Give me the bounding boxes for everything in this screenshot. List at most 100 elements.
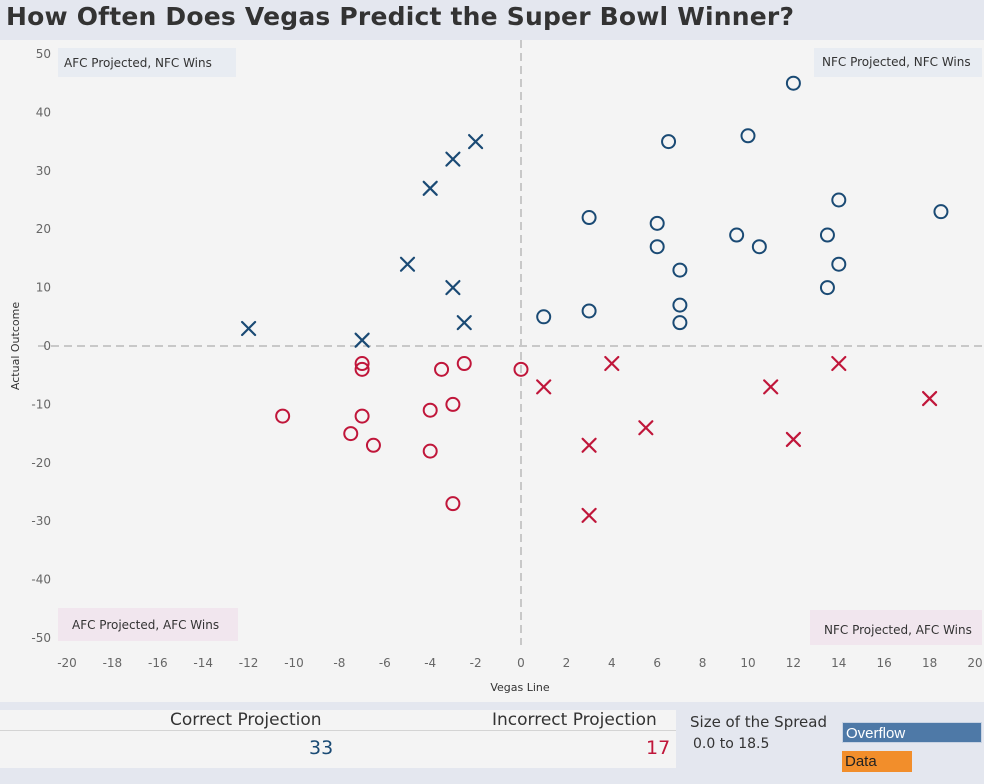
x-tick-label: 6: [653, 656, 661, 670]
data-point-circle: [581, 303, 597, 319]
data-point-cross: [241, 320, 257, 337]
quadrant-label-bottom-right: NFC Projected, AFC Wins: [824, 623, 972, 637]
data-point-circle: [831, 192, 847, 208]
y-tick-label: -10: [31, 397, 51, 411]
data-point-cross: [581, 437, 597, 453]
x-tick-label: 12: [786, 656, 801, 670]
y-tick-label: 30: [36, 164, 51, 178]
x-tick-label: 20: [967, 656, 982, 670]
data-point-circle: [581, 210, 597, 226]
data-point-circle: [933, 204, 949, 220]
quadrant-label-box-top-left: [58, 48, 236, 77]
x-tick-label: 16: [877, 656, 892, 670]
data-point-circle: [445, 396, 461, 412]
data-point-cross: [638, 420, 654, 436]
data-point-cross: [456, 315, 472, 331]
page-title: How Often Does Vegas Predict the Super B…: [6, 2, 795, 31]
y-axis-title: Actual Outcome: [9, 302, 22, 390]
data-point-circle: [456, 356, 472, 372]
overflow-tag[interactable]: Overflow: [842, 722, 982, 743]
data-point-circle: [661, 134, 677, 150]
data-point-circle: [513, 361, 529, 377]
x-tick-label: 0: [517, 656, 525, 670]
quadrant-label-top-right: NFC Projected, NFC Wins: [822, 55, 971, 69]
data-point-cross: [785, 431, 802, 448]
y-tick-label: -20: [31, 456, 51, 470]
data-point-circle: [354, 408, 370, 424]
x-tick-label: -6: [379, 656, 391, 670]
x-tick-label: 2: [563, 656, 571, 670]
stats-divider: [0, 730, 676, 731]
stats-panel: Correct Projection Incorrect Projection …: [0, 710, 676, 768]
data-point-cross: [604, 355, 620, 372]
data-point-cross: [354, 332, 370, 348]
y-tick-label: 0: [43, 339, 51, 353]
incorrect-projection-label: Incorrect Projection: [492, 710, 657, 730]
plot-background: [0, 40, 984, 702]
data-point-circle: [434, 361, 450, 377]
quadrant-label-top-left: AFC Projected, NFC Wins: [64, 56, 212, 70]
data-point-circle: [422, 443, 438, 459]
data-point-circle: [819, 227, 835, 243]
quadrant-label-box-bottom-right: [810, 610, 982, 645]
data-point-circle: [354, 361, 370, 377]
data-point-circle: [672, 297, 688, 313]
data-point-cross: [422, 180, 438, 196]
x-tick-label: -14: [193, 656, 213, 670]
y-tick-label: -40: [31, 573, 51, 587]
x-tick-label: 8: [699, 656, 707, 670]
data-point-circle: [365, 437, 381, 453]
data-point-cross: [921, 390, 938, 407]
x-tick-label: -18: [103, 656, 123, 670]
data-point-circle: [740, 128, 756, 144]
y-tick-label: -50: [31, 631, 51, 645]
size-legend-range: 0.0 to 18.5: [693, 736, 770, 752]
x-tick-label: -2: [470, 656, 482, 670]
data-point-circle: [672, 315, 688, 331]
y-tick-label: 20: [36, 222, 51, 236]
x-tick-label: -12: [239, 656, 259, 670]
y-tick-label: -30: [31, 514, 51, 528]
data-point-cross: [763, 379, 779, 395]
data-point-circle: [354, 356, 370, 372]
incorrect-projection-count: 17: [646, 737, 671, 759]
correct-projection-count: 33: [309, 737, 334, 759]
data-point-circle: [649, 239, 665, 255]
x-tick-label: 4: [608, 656, 616, 670]
data-point-cross: [831, 355, 847, 372]
data-point-circle: [751, 239, 767, 255]
scatter-chart: -20 -18 -16 -14 -12 -10 -8 -6 -4 -2 0 2 4 6 8 10 12 14 16 1…: [0, 40, 984, 702]
data-point-circle: [729, 227, 745, 243]
data-point-circle: [819, 280, 835, 296]
x-tick-label: 14: [831, 656, 846, 670]
data-point-circle: [785, 75, 801, 91]
data-point-cross: [581, 507, 597, 523]
data-point-cross: [468, 133, 484, 150]
y-tick-label: 50: [36, 47, 51, 61]
quadrant-label-bottom-left: AFC Projected, AFC Wins: [72, 618, 219, 632]
correct-projection-label: Correct Projection: [170, 710, 322, 730]
data-point-cross: [399, 256, 416, 272]
x-tick-label: 18: [922, 656, 937, 670]
x-tick-label: -20: [57, 656, 77, 670]
x-tick-label: 10: [740, 656, 755, 670]
quadrant-label-box-bottom-left: [58, 608, 238, 641]
y-tick-label: 40: [36, 105, 51, 119]
data-point-circle: [831, 256, 847, 272]
data-point-circle: [422, 402, 438, 418]
quadrant-label-box-top-right: [814, 48, 982, 77]
data-point-circle: [649, 215, 665, 231]
size-legend-title: Size of the Spread: [690, 713, 827, 731]
data-point-circle: [672, 262, 688, 278]
y-tick-label: 10: [36, 281, 51, 295]
x-tick-label: -10: [284, 656, 304, 670]
data-point-circle: [445, 496, 461, 512]
data-point-circle: [343, 426, 359, 442]
x-axis-title: Vegas Line: [490, 681, 550, 694]
data-tag[interactable]: Data: [842, 751, 912, 772]
x-tick-label: -16: [148, 656, 168, 670]
data-point-cross: [445, 280, 461, 296]
data-point-cross: [445, 151, 461, 167]
data-point-circle: [536, 309, 552, 325]
x-tick-label: -4: [424, 656, 436, 670]
